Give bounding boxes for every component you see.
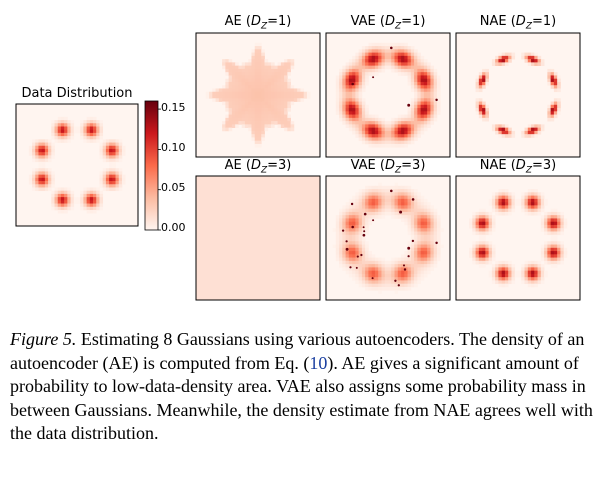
density-panel-ae1	[195, 32, 321, 158]
title-ae-dz3: AE (DZ=3)	[224, 158, 292, 176]
density-panel-ae3	[195, 175, 321, 301]
colorbar-tick-label: 0.15	[161, 101, 186, 114]
title-nae-dz1: NAE (DZ=1)	[479, 14, 557, 32]
title-vae-dz1: VAE (DZ=1)	[350, 14, 426, 32]
equation-reference-link[interactable]: 10	[309, 352, 328, 373]
colorbar	[144, 100, 159, 231]
density-panel-nae1	[455, 32, 581, 158]
colorbar-tick-label: 0.00	[161, 221, 186, 234]
figure-graphic	[15, 32, 581, 301]
density-panel-vae1	[325, 32, 451, 158]
caption-text: Estimating 8 Gaussians using various aut…	[10, 329, 585, 373]
title-vae-dz3: VAE (DZ=3)	[350, 158, 426, 176]
caption-text-continued: ). AE gives a significant amount of prob…	[10, 352, 593, 444]
density-panel-nae3	[455, 175, 581, 301]
figure-caption: Figure 5. Estimating 8 Gaussians using v…	[10, 328, 594, 446]
figure-label: Figure 5.	[10, 329, 77, 349]
colorbar-tick-label: 0.10	[161, 141, 186, 154]
title-ae-dz1: AE (DZ=1)	[224, 14, 292, 32]
density-panel-vae3	[325, 175, 451, 301]
colorbar-tick-label: 0.05	[161, 181, 186, 194]
data-distribution-title: Data Distribution	[21, 86, 133, 101]
data-distribution-panel	[15, 103, 139, 227]
title-nae-dz3: NAE (DZ=3)	[479, 158, 557, 176]
